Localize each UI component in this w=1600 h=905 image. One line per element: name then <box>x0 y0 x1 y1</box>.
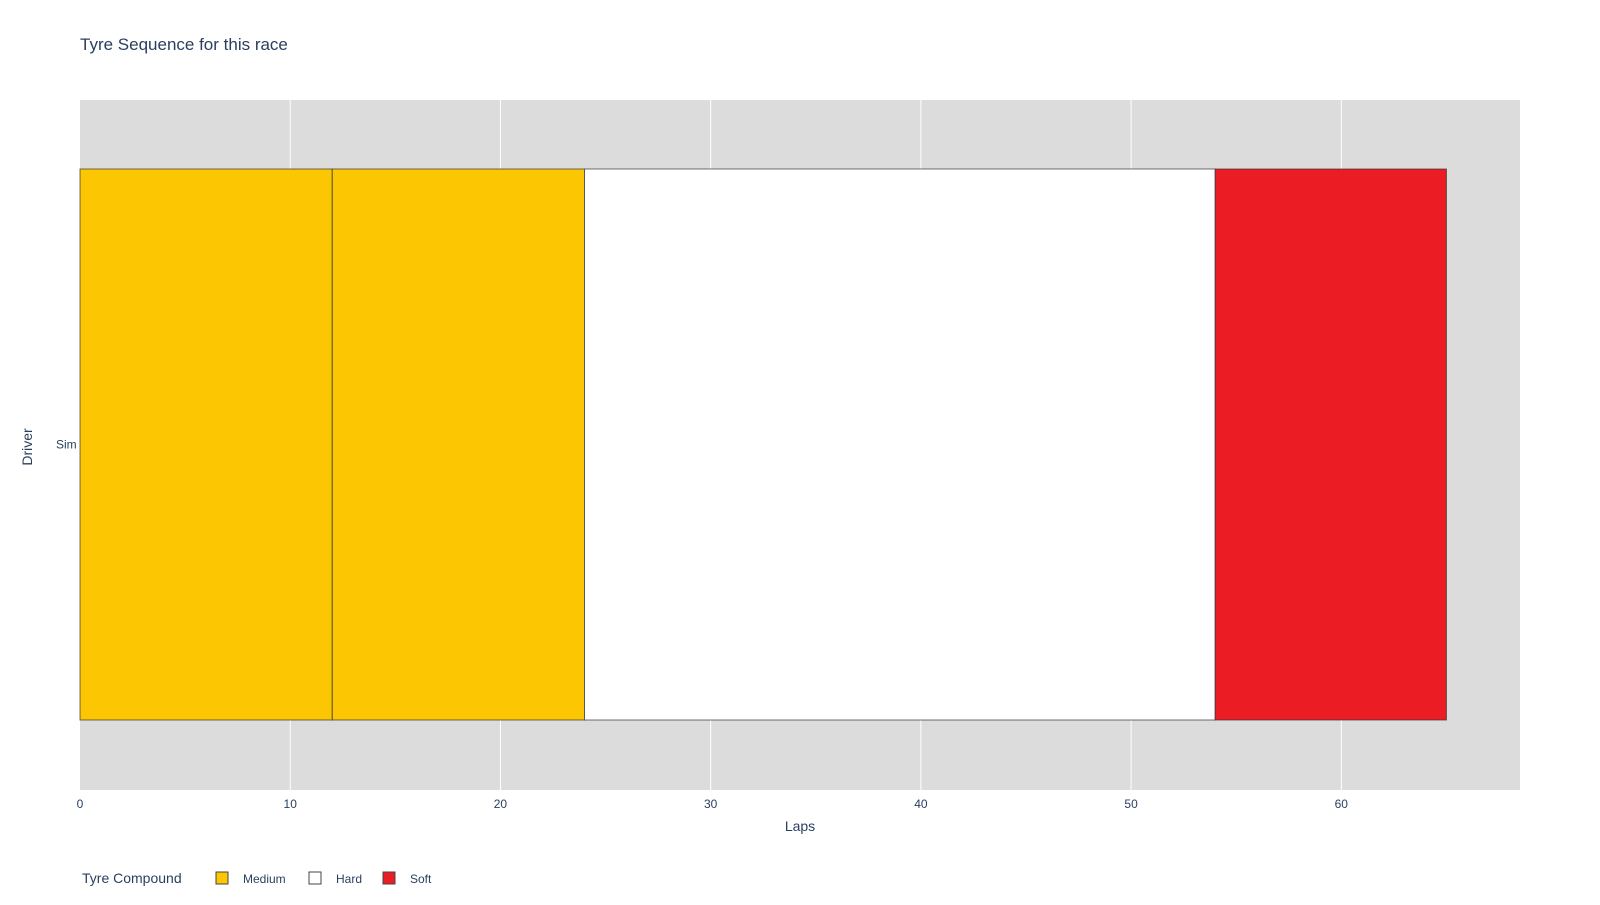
legend-label: Soft <box>410 872 432 886</box>
legend-items[interactable]: Medium Hard Soft <box>215 871 432 886</box>
legend-label: Hard <box>336 872 362 886</box>
legend-swatch <box>215 871 229 885</box>
legend-item-soft[interactable]: Soft <box>382 871 432 886</box>
x-tick-label: 20 <box>494 797 508 811</box>
legend-title: Tyre Compound <box>82 870 182 886</box>
y-axis-ticks: Sim <box>56 438 77 452</box>
plot-area <box>79 100 1520 790</box>
x-tick-label: 50 <box>1124 797 1138 811</box>
bar-segment-hard[interactable] <box>584 168 1216 721</box>
legend[interactable]: Tyre Compound Medium Hard Soft <box>82 870 432 886</box>
bar-segment-medium[interactable] <box>79 168 333 721</box>
legend-item-hard[interactable]: Hard <box>308 871 362 886</box>
x-tick-label: 60 <box>1335 797 1349 811</box>
bar-segment-soft[interactable] <box>1214 168 1447 721</box>
x-tick-label: 10 <box>284 797 298 811</box>
legend-label: Medium <box>243 872 286 886</box>
chart-title: Tyre Sequence for this race <box>80 35 288 54</box>
x-tick-label: 0 <box>77 797 84 811</box>
legend-swatch <box>382 871 396 885</box>
legend-swatch <box>308 871 322 885</box>
x-tick-label: 30 <box>704 797 718 811</box>
x-tick-label: 40 <box>914 797 928 811</box>
legend-item-medium[interactable]: Medium <box>215 871 286 886</box>
x-axis-title: Laps <box>785 818 815 834</box>
y-axis-title: Driver <box>19 428 35 466</box>
y-tick-label: Sim <box>56 438 77 452</box>
x-axis-ticks: 0 10 20 30 40 50 60 <box>77 797 1349 811</box>
bar-segment-medium[interactable] <box>331 168 586 721</box>
bars <box>79 168 1447 721</box>
